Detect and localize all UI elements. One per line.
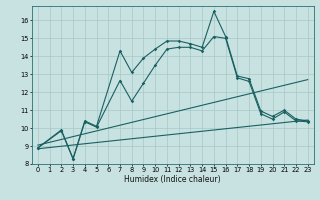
X-axis label: Humidex (Indice chaleur): Humidex (Indice chaleur)	[124, 175, 221, 184]
